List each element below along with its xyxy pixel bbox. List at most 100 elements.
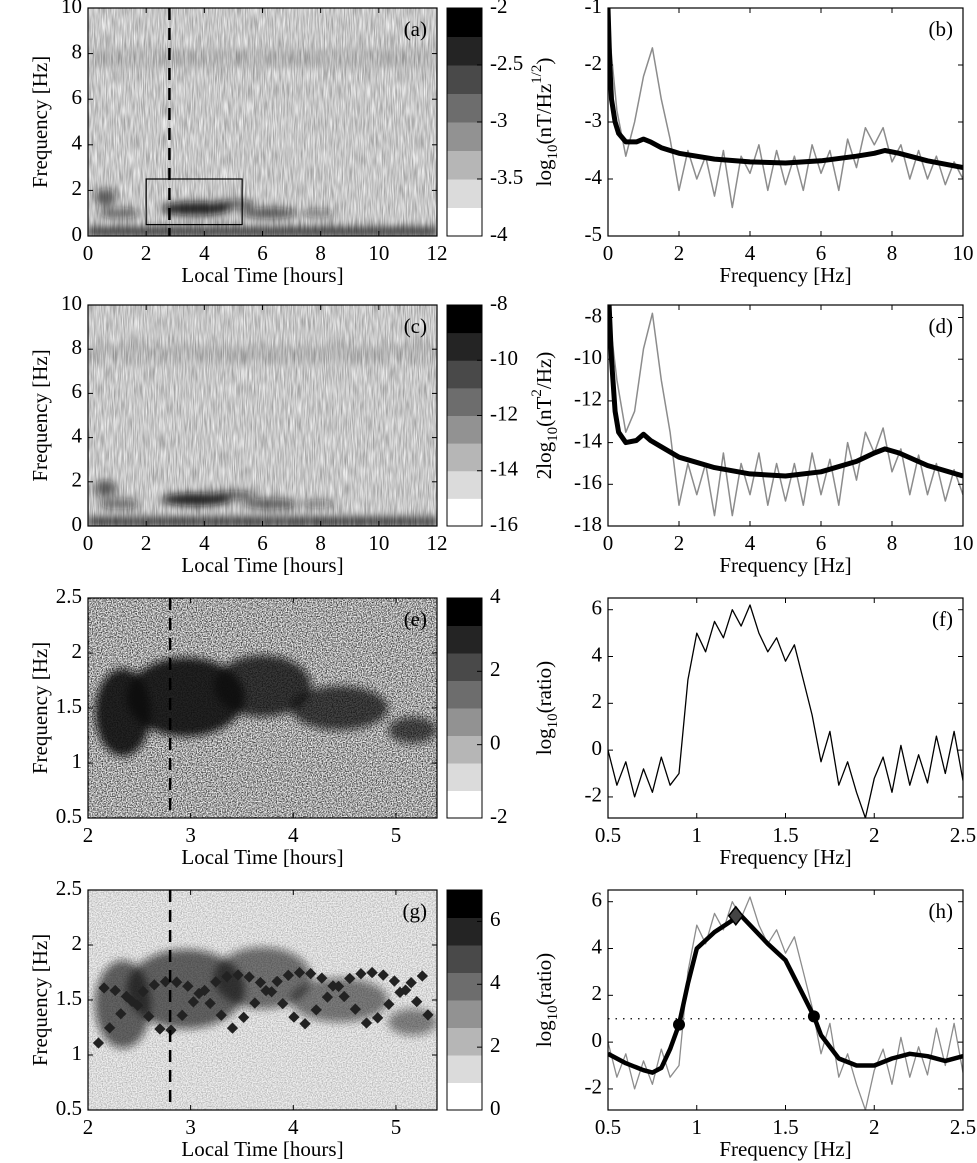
- y-axis-label-part: ): [532, 58, 556, 65]
- y-tick-label: 2: [72, 468, 83, 492]
- spectrogram-peak: [210, 976, 222, 988]
- colorbar-tick-label: 2: [490, 1033, 501, 1057]
- spectrogram-blob: [213, 199, 256, 209]
- y-axis-label: log10(ratio): [532, 953, 562, 1047]
- y-tick-label: 8: [72, 335, 83, 359]
- y-tick-label: 4: [592, 934, 603, 958]
- colorbar-band: [447, 763, 482, 791]
- spectrogram-noise: [88, 8, 437, 236]
- colorbar-tick-label: 2: [490, 657, 501, 681]
- colorbar-frame: [446, 597, 483, 819]
- y-axis-label-part: Frequency [Hz]: [28, 56, 52, 188]
- spectrogram-peak: [349, 1003, 361, 1015]
- spectrogram-peak: [232, 969, 244, 981]
- x-tick-label: 4: [745, 241, 756, 265]
- colorbar-tick-label: -3.5: [490, 165, 523, 189]
- plot-area: [88, 598, 437, 818]
- spectrogram-blob: [213, 490, 256, 500]
- x-tick-label: 4: [199, 241, 210, 265]
- x-tick-label: 0: [83, 241, 94, 265]
- series-line: [608, 305, 963, 479]
- spectrogram-peak: [198, 984, 211, 997]
- y-tick-label: 0: [592, 1028, 603, 1052]
- spectrogram-peak: [176, 1009, 188, 1021]
- y-axis-label-part: 10: [545, 1005, 561, 1020]
- y-tick-label: 1: [72, 749, 83, 773]
- x-tick-label: 6: [816, 531, 827, 555]
- y-axis-label-part: 10: [545, 713, 561, 728]
- x-axis-label: Frequency [Hz]: [719, 553, 851, 577]
- colorbar-band: [447, 1055, 482, 1083]
- spectrogram-peak: [137, 985, 149, 998]
- y-axis-label: log10(nT/Hz1/2): [529, 58, 561, 187]
- x-tick-label: 8: [887, 531, 898, 555]
- spectrogram-peak: [299, 1018, 311, 1030]
- spectrogram-peak: [422, 1009, 434, 1021]
- y-tick-label: 10: [61, 291, 82, 315]
- spectrogram-peak: [249, 997, 261, 1009]
- spectrogram-peak: [215, 1009, 227, 1021]
- crossing-marker: [807, 1010, 820, 1023]
- spectrogram-peak: [182, 980, 194, 992]
- spectrogram-peak: [154, 1023, 166, 1035]
- panel-label: (f): [932, 607, 953, 631]
- y-axis-label: Frequency [Hz]: [28, 934, 52, 1066]
- colorbar-band: [447, 680, 482, 709]
- y-tick-label: -4: [585, 165, 603, 189]
- y-tick-label: 0: [72, 512, 83, 536]
- y-tick-label: 0: [592, 736, 603, 760]
- y-tick-label: 4: [72, 423, 83, 447]
- colorbar-tick-label: -2.5: [490, 51, 523, 75]
- panel: 4 2 0 -2 2 3 4 5 0.5 1 1.5 2 2.5 Local Time [hours] Fr…: [28, 584, 508, 869]
- x-axis-label: Local Time [hours]: [181, 263, 343, 287]
- x-tick-label: 3: [185, 823, 196, 847]
- x-tick-label: 2: [141, 241, 152, 265]
- y-tick-label: -12: [574, 387, 602, 411]
- x-tick-label: 10: [953, 241, 974, 265]
- panel-label: (g): [403, 899, 428, 923]
- colorbar-tick-label: -3: [490, 108, 508, 132]
- spectrogram-peak: [131, 999, 144, 1011]
- spectrogram-peak: [405, 977, 417, 989]
- spectrogram-peak: [377, 969, 389, 981]
- spectrogram-peak: [243, 971, 255, 983]
- x-tick-label: 2: [869, 823, 880, 847]
- x-tick-label: 2: [141, 531, 152, 555]
- axes-frame: [607, 304, 964, 527]
- plot-area: [608, 305, 963, 517]
- x-tick-label: 0: [603, 531, 614, 555]
- y-axis-label-part: /Hz): [532, 352, 556, 389]
- panel: 0.5 1 1.5 2 2.5 6 4 2 0 -2 Frequency [Hz] log10(rat…: [532, 596, 976, 869]
- spectrogram-peak: [338, 990, 350, 1003]
- spectrogram-band: [88, 344, 437, 363]
- x-tick-label: 0: [603, 241, 614, 265]
- x-tick-label: 6: [257, 241, 268, 265]
- x-tick-label: 2: [674, 241, 685, 265]
- spectrogram-peak: [355, 968, 367, 980]
- spectrogram-blob: [290, 686, 389, 730]
- colorbar-band: [447, 498, 482, 527]
- colorbar-frame: [446, 889, 483, 1111]
- spectrogram-peak: [344, 972, 356, 985]
- series-line: [608, 8, 963, 171]
- series-line: [608, 305, 963, 517]
- colorbar-band: [447, 917, 482, 946]
- y-axis-label-part: log: [532, 728, 556, 755]
- y-axis-label-part: (ratio): [532, 661, 556, 713]
- y-tick-label: 4: [592, 642, 603, 666]
- spectrogram-peak: [148, 979, 160, 991]
- spectrogram-blob: [213, 655, 312, 717]
- colorbar-tick-label: 6: [490, 907, 501, 931]
- spectrogram-peak: [293, 966, 306, 979]
- spectrogram-peak: [204, 997, 216, 1010]
- colorbar-tick-label: -12: [490, 401, 518, 425]
- spectrogram-peak: [221, 971, 233, 983]
- spectrogram-peak: [332, 980, 345, 993]
- colorbar-band: [447, 387, 482, 416]
- y-tick-label: 2: [72, 176, 83, 200]
- x-axis-label: Local Time [hours]: [181, 845, 343, 869]
- colorbar-tick-label: 0: [490, 1096, 501, 1120]
- spectrogram-blob: [213, 947, 312, 1009]
- y-tick-label: 0: [72, 222, 83, 246]
